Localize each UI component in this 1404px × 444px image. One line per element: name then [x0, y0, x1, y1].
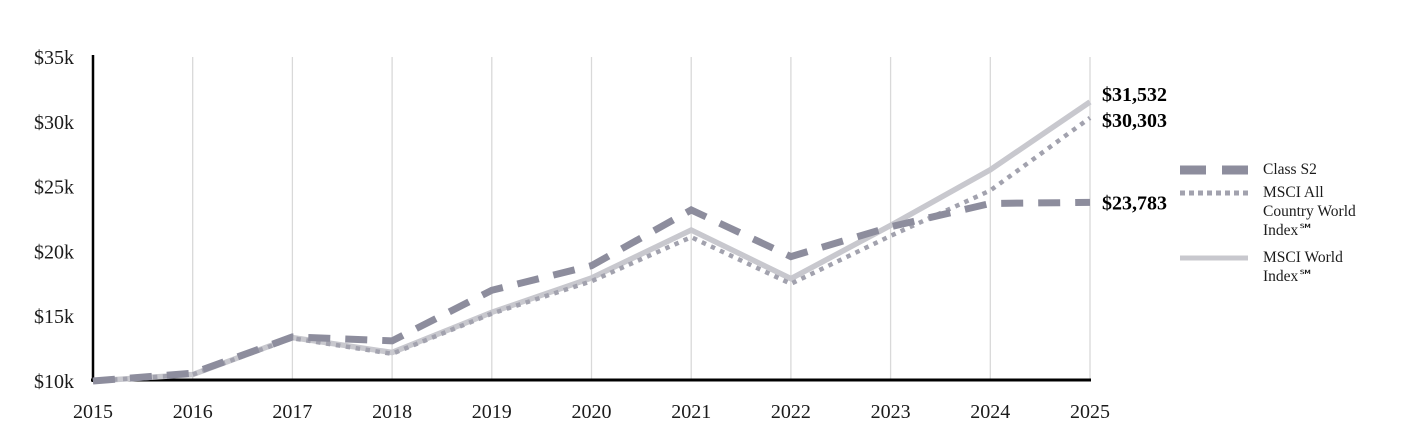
- x-axis-tick-label: 2016: [173, 401, 213, 423]
- series-end-label: $30,303: [1102, 110, 1167, 132]
- x-axis-tick-label: 2024: [970, 401, 1010, 423]
- series-end-label: $23,783: [1102, 192, 1167, 214]
- chart-legend: Class S2 MSCI All Country World Index℠ M…: [1180, 160, 1400, 286]
- legend-item-label: MSCI World Index℠: [1263, 249, 1343, 285]
- x-axis-tick-label: 2022: [771, 401, 811, 423]
- x-axis-tick-label: 2023: [871, 401, 911, 423]
- legend-item-msci-acwi: MSCI All Country World Index℠: [1180, 183, 1400, 240]
- legend-item-label: Class S2: [1263, 161, 1317, 178]
- x-axis-tick-label: 2025: [1070, 401, 1110, 423]
- legend-item-msci-world: MSCI World Index℠: [1180, 248, 1400, 286]
- x-axis-tick-label: 2015: [73, 401, 113, 423]
- legend-item-class-s2: Class S2: [1180, 160, 1400, 179]
- series-line-class-s2: [92, 198, 1091, 385]
- legend-item-label: MSCI All Country World Index℠: [1263, 184, 1356, 239]
- y-axis-tick-label: $35k: [34, 47, 74, 69]
- y-axis-tick-label: $30k: [34, 112, 74, 134]
- solid-line-icon: [1180, 255, 1248, 261]
- x-axis-tick-label: 2020: [572, 401, 612, 423]
- x-axis-tick-label: 2017: [272, 401, 312, 423]
- x-axis-tick-label: 2019: [472, 401, 512, 423]
- series-line-msci-all-country-world-index: [92, 116, 1092, 384]
- y-axis-tick-label: $10k: [34, 371, 74, 393]
- series-end-label: $31,532: [1102, 84, 1167, 106]
- y-axis-tick-label: $25k: [34, 177, 74, 199]
- x-axis-tick-label: 2018: [372, 401, 412, 423]
- y-axis-tick-label: $15k: [34, 306, 74, 328]
- dashed-line-icon: [1180, 165, 1248, 174]
- dotted-line-icon: [1180, 190, 1248, 196]
- y-axis-tick-label: $20k: [34, 241, 74, 263]
- x-axis-tick-label: 2021: [671, 401, 711, 423]
